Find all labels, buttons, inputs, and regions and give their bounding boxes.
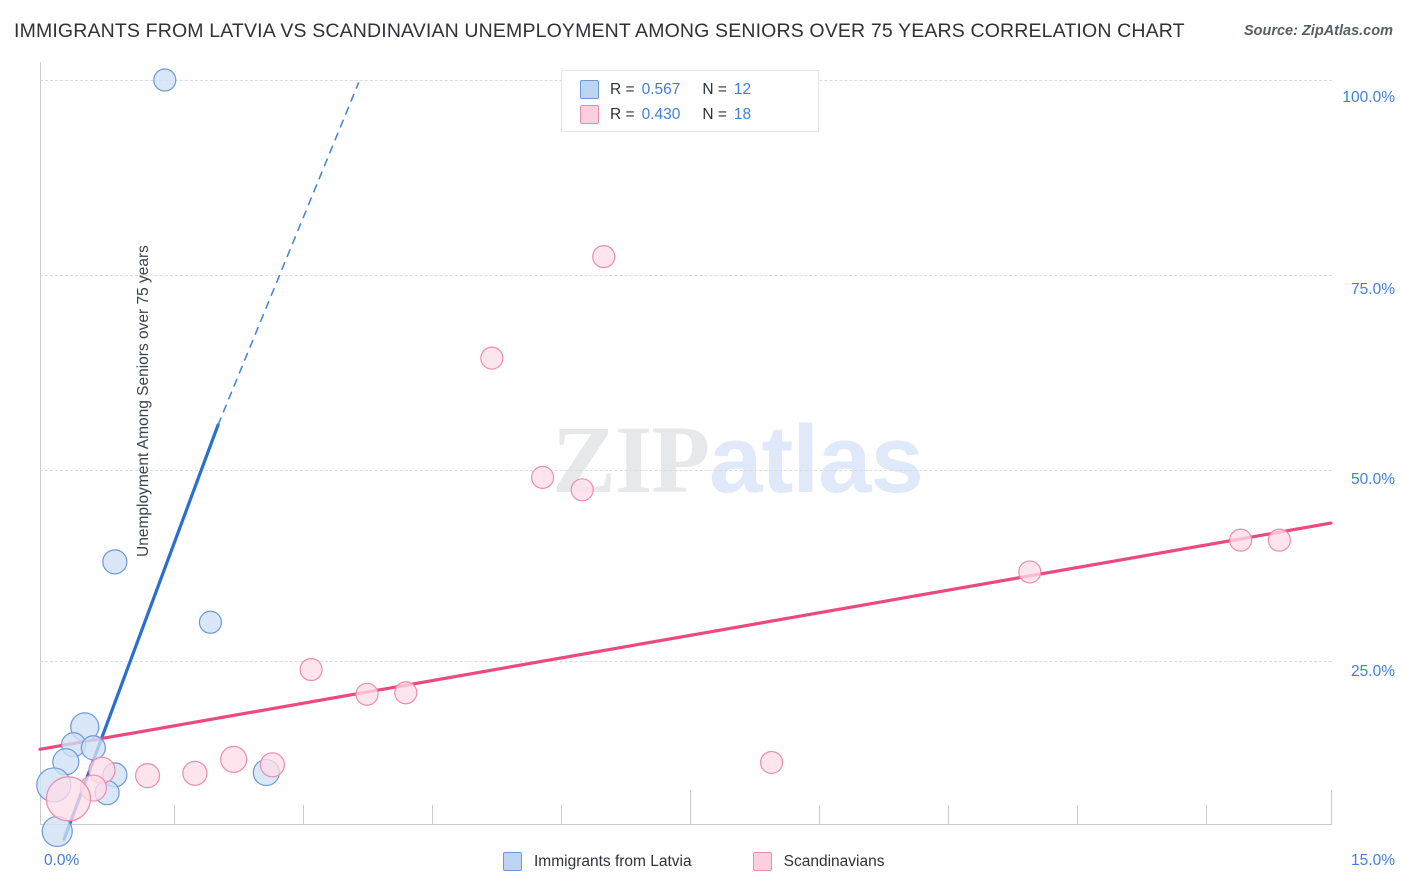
n-value-scandinavians: 18 <box>733 105 752 123</box>
r-value-scandinavians: 0.430 <box>641 105 681 123</box>
datapoint-immigrants-from-latvia[interactable] <box>198 610 223 634</box>
datapoint-scandinavians[interactable] <box>592 245 616 269</box>
datapoint-scandinavians[interactable] <box>299 657 323 682</box>
datapoint-scandinavians[interactable] <box>1229 528 1253 552</box>
x-tick-8 <box>1077 805 1078 824</box>
r-value-latvia: 0.567 <box>641 80 681 98</box>
r-label-latvia: R = <box>610 80 635 98</box>
page-title: IMMIGRANTS FROM LATVIA VS SCANDINAVIAN U… <box>14 20 1185 42</box>
datapoint-scandinavians[interactable] <box>220 745 248 773</box>
legend-swatch-scandinavians-icon <box>580 105 599 124</box>
r-label-scandinavians: R = <box>610 105 635 123</box>
x-tick-label-max: 15.0% <box>1351 852 1395 869</box>
y-tick-label-25: 25.0% <box>1351 663 1395 680</box>
y-tick-label-75: 75.0% <box>1351 281 1395 298</box>
datapoint-scandinavians[interactable] <box>259 752 285 778</box>
x-axis-line <box>40 824 1332 825</box>
trendline-scandinavians-solid <box>38 521 1333 751</box>
x-tick-6 <box>819 805 820 824</box>
y-axis-line <box>40 62 41 824</box>
datapoint-scandinavians[interactable] <box>570 478 594 502</box>
datapoint-scandinavians[interactable] <box>355 682 379 706</box>
y-tick-label-50: 50.0% <box>1351 471 1395 488</box>
datapoint-scandinavians[interactable] <box>182 760 208 786</box>
legend-label-scandinavians: Scandinavians <box>783 852 885 870</box>
datapoint-scandinavians[interactable] <box>531 465 555 490</box>
datapoint-scandinavians[interactable] <box>480 346 504 370</box>
x-tick-1 <box>174 805 175 824</box>
x-tick-7 <box>948 805 949 824</box>
datapoint-scandinavians[interactable] <box>759 750 784 775</box>
y-tick-label-100: 100.0% <box>1342 89 1395 106</box>
n-label-scandinavians: N = <box>702 105 727 123</box>
n-value-latvia: 12 <box>733 80 752 98</box>
gridline-50 <box>40 470 1332 471</box>
datapoint-immigrants-from-latvia[interactable] <box>153 68 177 92</box>
legend-item-latvia[interactable]: Immigrants from Latvia <box>503 852 692 871</box>
legend-swatch-latvia-icon <box>580 80 599 99</box>
trendlines-group <box>38 82 1333 841</box>
datapoint-immigrants-from-latvia[interactable] <box>102 549 128 575</box>
legend-label-latvia: Immigrants from Latvia <box>534 852 692 870</box>
x-tick-3 <box>432 805 433 824</box>
stat-row-latvia: R = 0.567 N = 12 <box>580 77 818 102</box>
gridline-75 <box>40 275 1332 276</box>
trendline-immigrants-from-latvia-dashed <box>217 82 360 426</box>
datapoint-scandinavians[interactable] <box>1018 560 1042 584</box>
datapoint-scandinavians[interactable] <box>45 776 92 822</box>
x-tick-4 <box>561 805 562 824</box>
x-tick-label-min: 0.0% <box>44 852 80 869</box>
correlation-stats-box: R = 0.567 N = 12 R = 0.430 N = 18 <box>561 70 819 132</box>
datapoint-scandinavians[interactable] <box>394 681 418 705</box>
legend-marker-scandinavians-icon <box>752 852 772 871</box>
gridline-25 <box>40 661 1332 662</box>
stat-row-scandinavians: R = 0.430 N = 18 <box>580 102 818 127</box>
datapoint-scandinavians[interactable] <box>1267 528 1291 552</box>
legend-marker-latvia-icon <box>503 852 522 871</box>
datapoint-immigrants-from-latvia[interactable] <box>80 735 106 761</box>
datapoints-group <box>36 68 1291 848</box>
n-label-latvia: N = <box>702 80 727 98</box>
x-tick-2 <box>303 805 304 824</box>
datapoint-scandinavians[interactable] <box>134 763 161 789</box>
x-tick-10 <box>1331 790 1332 824</box>
series-legend: Immigrants from Latvia Scandinavians <box>503 852 884 871</box>
x-tick-9 <box>1206 805 1207 824</box>
x-tick-5 <box>690 790 691 824</box>
legend-item-scandinavians[interactable]: Scandinavians <box>752 852 885 871</box>
source-label: Source: ZipAtlas.com <box>1243 23 1393 39</box>
